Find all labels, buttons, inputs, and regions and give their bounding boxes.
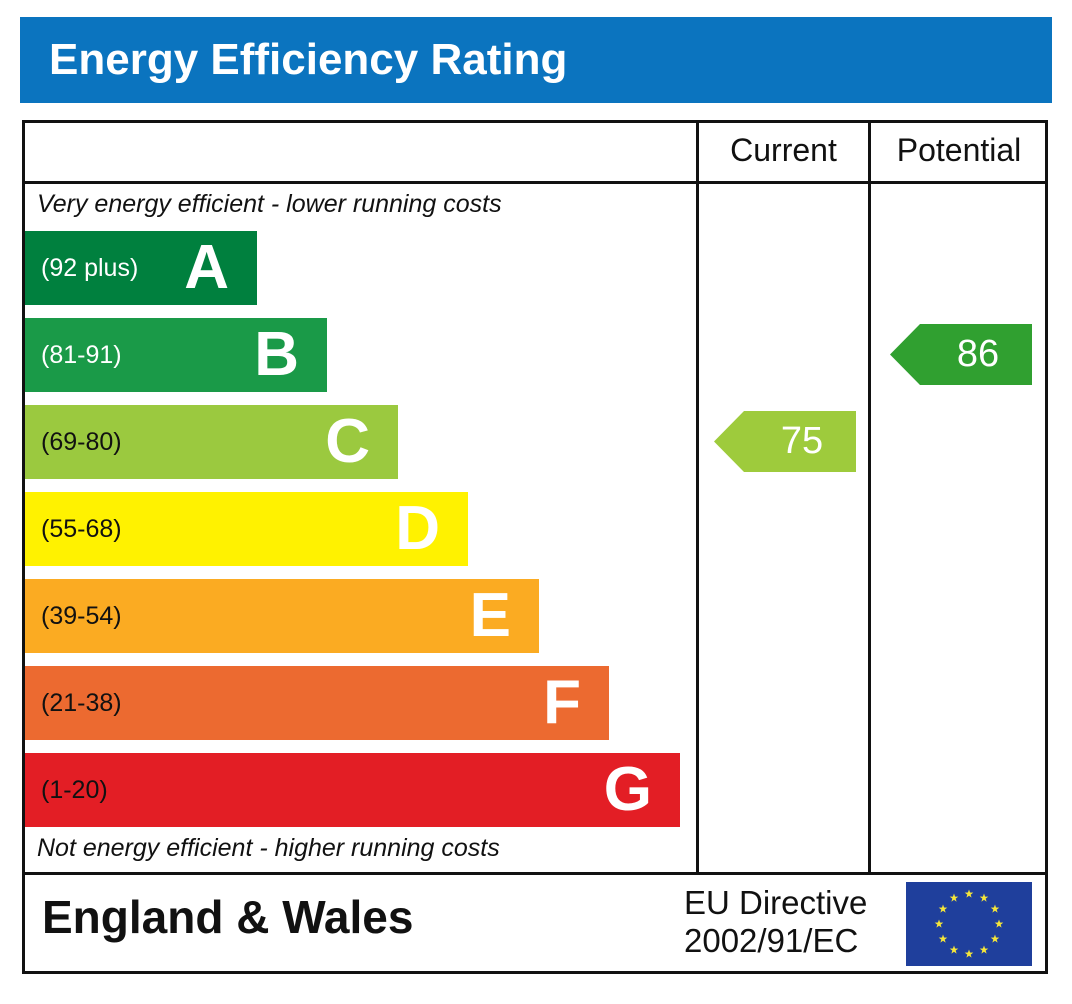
eu-flag-icon (906, 882, 1032, 966)
band-letter: F (543, 668, 581, 737)
star-icon (990, 904, 1000, 913)
current-rating-value: 75 (780, 420, 824, 462)
star-icon (964, 949, 974, 958)
footer-divider (22, 872, 1048, 875)
star-icon (979, 945, 989, 954)
star-icon (994, 919, 1004, 928)
column-header-potential: Potential (896, 132, 1022, 168)
band-range: (21-38) (41, 689, 122, 717)
band-e: (39-54) E (25, 579, 539, 653)
column-divider-current (696, 120, 699, 874)
star-icon (938, 934, 948, 943)
band-f: (21-38) F (25, 666, 609, 740)
star-icon (990, 934, 1000, 943)
band-c: (69-80) C (25, 405, 398, 479)
star-icon (938, 904, 948, 913)
header-divider (22, 181, 1048, 184)
band-d: (55-68) D (25, 492, 468, 566)
star-icon (964, 889, 974, 898)
top-note: Very energy efficient - lower running co… (37, 190, 502, 218)
band-letter: D (395, 494, 440, 563)
star-icon (949, 945, 959, 954)
star-icon (949, 893, 959, 902)
band-letter: G (603, 755, 652, 824)
band-range: (92 plus) (41, 254, 139, 282)
rating-frame (22, 120, 1048, 974)
band-letter: B (254, 320, 299, 389)
directive-line2: 2002/91/EC (684, 922, 859, 959)
column-header-current: Current (730, 132, 837, 168)
directive-label: EU Directive 2002/91/EC (684, 884, 867, 960)
star-icon (979, 893, 989, 902)
potential-rating-value: 86 (956, 333, 1000, 375)
country-label: England & Wales (42, 891, 414, 943)
star-icon (934, 919, 944, 928)
chart-title: Energy Efficiency Rating (20, 17, 1052, 103)
bottom-note: Not energy efficient - higher running co… (37, 834, 500, 862)
potential-rating-arrow: 86 (890, 324, 1032, 385)
band-range: (1-20) (41, 776, 108, 804)
column-divider-potential (868, 120, 871, 874)
band-range: (55-68) (41, 515, 122, 543)
band-g: (1-20) G (25, 753, 680, 827)
band-range: (69-80) (41, 428, 122, 456)
band-a: (92 plus) A (25, 231, 257, 305)
band-letter: A (184, 233, 229, 302)
directive-line1: EU Directive (684, 884, 868, 921)
current-rating-arrow: 75 (714, 411, 856, 472)
band-range: (39-54) (41, 602, 122, 630)
band-range: (81-91) (41, 341, 122, 369)
band-letter: C (325, 407, 370, 476)
band-b: (81-91) B (25, 318, 327, 392)
band-letter: E (469, 581, 511, 650)
